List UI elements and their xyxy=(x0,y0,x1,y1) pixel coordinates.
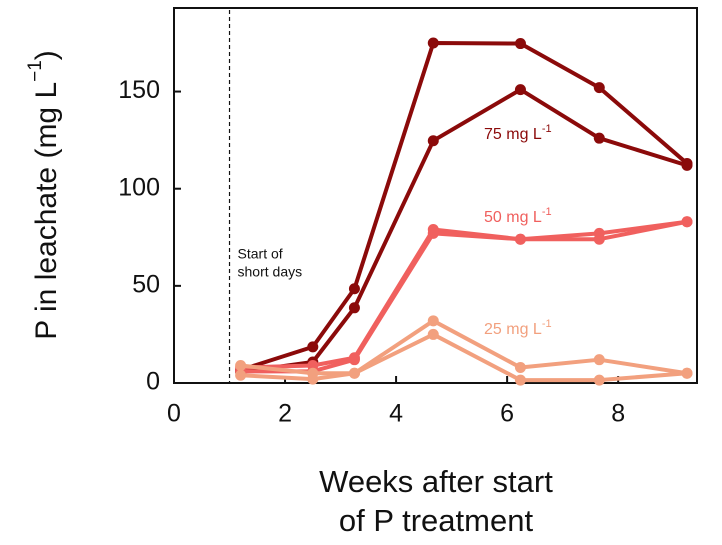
annotation-sup: -1 xyxy=(542,206,552,218)
marker-label: short days xyxy=(238,264,303,280)
annotation-text: 75 mg L xyxy=(484,126,542,143)
y-label-sup: −1 xyxy=(25,60,46,82)
data-point xyxy=(235,360,247,372)
x-tick-label: 8 xyxy=(611,400,625,428)
annotation-sup: -1 xyxy=(542,318,552,330)
data-point xyxy=(348,354,360,366)
data-point xyxy=(307,373,319,385)
series-annotation: 75 mg L-1 xyxy=(484,123,552,143)
series-annotation: 50 mg L-1 xyxy=(484,206,552,226)
annotation-text: 25 mg L xyxy=(484,321,542,338)
x-tick-label: 2 xyxy=(278,400,292,428)
y-tick-label: 150 xyxy=(118,76,160,104)
y-label-text: P in leachate (mg L xyxy=(30,82,63,340)
plot-frame xyxy=(173,7,698,384)
data-point xyxy=(427,135,439,147)
data-point xyxy=(348,283,360,295)
data-point xyxy=(514,233,526,245)
data-point xyxy=(593,82,605,94)
x-tick-label: 0 xyxy=(167,400,181,428)
x-axis-label: of P treatment xyxy=(339,503,534,538)
data-point xyxy=(427,227,439,239)
y-axis-label: P in leachate (mg L−1) xyxy=(25,50,63,340)
data-point xyxy=(593,132,605,144)
data-point xyxy=(514,38,526,50)
annotation-sup: -1 xyxy=(542,123,552,135)
data-point xyxy=(514,361,526,373)
x-axis-label: Weeks after start xyxy=(319,464,553,499)
data-point xyxy=(593,354,605,366)
data-point xyxy=(514,84,526,96)
data-point xyxy=(348,302,360,314)
data-point xyxy=(348,367,360,379)
series-annotation: 25 mg L-1 xyxy=(484,318,552,338)
series-line xyxy=(240,40,689,372)
data-point xyxy=(307,341,319,353)
data-point xyxy=(427,37,439,49)
data-point xyxy=(681,216,693,228)
data-point xyxy=(681,367,693,379)
data-point xyxy=(593,374,605,386)
marker-label: Start of xyxy=(238,246,283,262)
y-tick-label: 0 xyxy=(146,368,160,396)
y-label-end: ) xyxy=(30,50,63,60)
x-tick-label: 6 xyxy=(500,400,514,428)
annotation-text: 50 mg L xyxy=(484,209,542,226)
data-point xyxy=(593,233,605,245)
y-tick-label: 100 xyxy=(118,173,160,201)
data-point xyxy=(514,374,526,386)
y-tick-label: 50 xyxy=(132,270,160,298)
data-point xyxy=(235,369,247,381)
data-point xyxy=(681,159,693,171)
data-point xyxy=(427,315,439,327)
data-point xyxy=(427,328,439,340)
x-tick-label: 4 xyxy=(389,400,403,428)
